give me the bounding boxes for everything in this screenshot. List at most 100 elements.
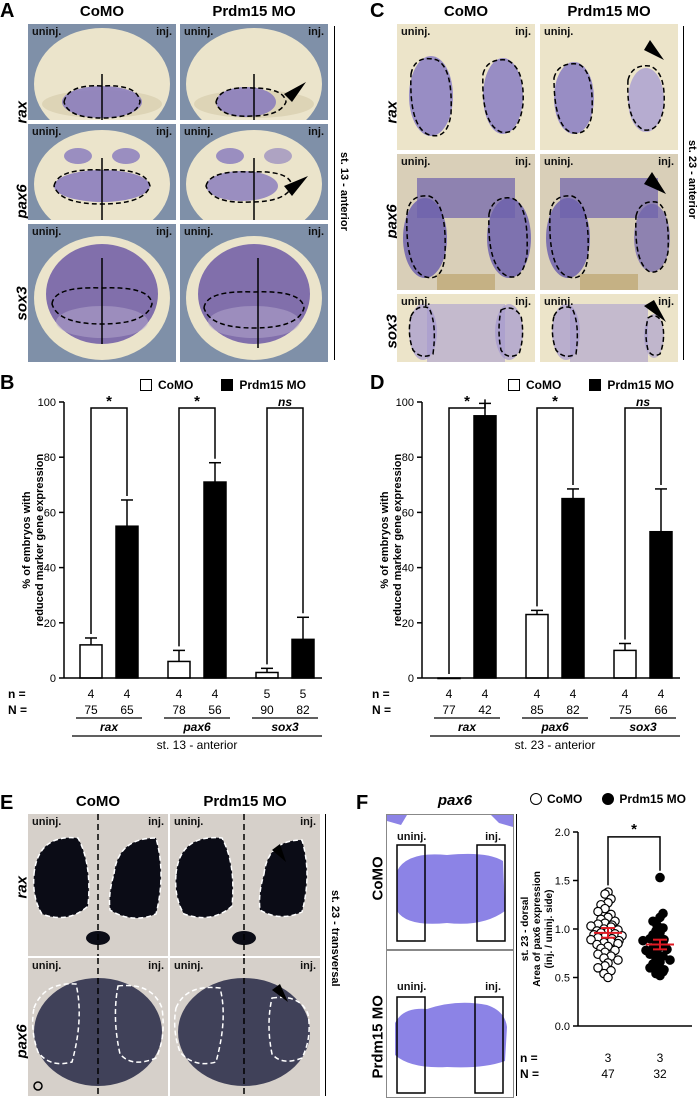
panel-d-legend: CoMO Prdm15 MO xyxy=(508,378,674,392)
n-value: 4 xyxy=(482,687,489,701)
point-como xyxy=(613,955,623,965)
N-value: 90 xyxy=(260,703,274,717)
y-tick-label: 80 xyxy=(402,452,414,464)
point-prdm xyxy=(638,935,648,946)
uninj-label: uninj. xyxy=(544,26,574,38)
y-tick-label: 80 xyxy=(44,452,56,464)
n-value: 4 xyxy=(88,687,95,701)
N-row-label: N = xyxy=(8,703,27,717)
legend-como: CoMO xyxy=(547,792,583,806)
legend-prdm: Prdm15 MO xyxy=(607,378,675,392)
inj-label: inj. xyxy=(485,831,501,843)
y-axis-label: (inj. / uninj. side) xyxy=(544,890,555,969)
y-tick-label: 100 xyxy=(396,397,414,409)
arrowhead-icon xyxy=(284,82,306,102)
side-label: st. 23 - dorsal xyxy=(520,897,531,962)
category-label: rax xyxy=(100,720,119,734)
uninj-label: uninj. xyxy=(397,981,427,993)
panel-letter-f: F xyxy=(356,792,369,814)
panel-a-side-bar xyxy=(334,26,335,360)
y-tick-label: 0 xyxy=(50,673,56,685)
legend-swatch-como xyxy=(530,793,542,805)
embryo-image xyxy=(551,300,666,362)
uninj-label: uninj. xyxy=(401,296,431,308)
panel-c-side-label: st. 23 - anterior xyxy=(686,140,698,219)
inj-label: inj. xyxy=(308,226,324,238)
N-value: 65 xyxy=(120,703,134,717)
group-label: st. 23 - anterior xyxy=(515,738,596,752)
panel-c-tile-prdm-pax6: uninj. inj. xyxy=(540,154,678,290)
arrowhead-icon xyxy=(644,300,666,322)
point-prdm xyxy=(665,955,675,965)
n-value: 5 xyxy=(300,687,307,701)
panel-e-tile-prdm-pax6: uninj. inj. xyxy=(170,958,320,1096)
uninj-label: uninj. xyxy=(32,960,62,972)
panel-a-tile-prdm-sox3: uninj. inj. xyxy=(180,224,328,362)
significance-label: * xyxy=(464,393,470,410)
significance-bracket xyxy=(90,407,128,634)
N-value: 75 xyxy=(618,703,632,717)
N-value: 32 xyxy=(653,1067,667,1081)
bar-prdm15-mo xyxy=(473,415,497,679)
panel-c-tile-prdm-rax: uninj. xyxy=(540,24,678,150)
y-tick-label: 0 xyxy=(408,673,414,685)
chart-f: 0.0 0.5 1.0 1.5 2.0 st. 23 - dorsal Area of pa… xyxy=(520,821,692,1081)
significance-bracket xyxy=(266,407,304,665)
arrowhead-icon xyxy=(284,176,308,196)
category-label: pax6 xyxy=(182,720,211,734)
bar-prdm15-mo xyxy=(291,638,315,679)
panel-a-col-prdm: Prdm15 MO xyxy=(212,3,296,20)
n-row-label: n = xyxy=(372,687,390,701)
y-tick-label: 40 xyxy=(402,563,414,575)
bar-prdm15-mo xyxy=(203,481,227,679)
bar-como xyxy=(79,644,103,679)
y-axis-label: % of embryos with xyxy=(21,491,33,588)
y-tick-label: 60 xyxy=(402,507,414,519)
panel-f-tile-como: uninj. inj. xyxy=(386,814,514,950)
section-image xyxy=(170,958,320,1096)
uninj-label: uninj. xyxy=(174,816,204,828)
panel-e-col-como: CoMO xyxy=(75,793,121,810)
legend-prdm: Prdm15 MO xyxy=(619,792,687,806)
panel-a-tile-como-pax6: uninj. inj. xyxy=(28,124,176,220)
n-value: 3 xyxy=(657,1051,664,1065)
y-tick-label: 40 xyxy=(44,563,56,575)
n-value: 4 xyxy=(570,687,577,701)
significance-bracket xyxy=(536,407,574,607)
bar-prdm15-mo xyxy=(649,530,673,679)
chart-b: 0 20 40 60 80 100 % of embryos with reduced mar… xyxy=(8,393,322,752)
chart-d: 0 20 40 60 80 100 % of embryos with reduced mar… xyxy=(372,393,680,752)
uninj-label: uninj. xyxy=(32,226,62,238)
inj-label: inj. xyxy=(300,960,316,972)
panel-c-side-bar xyxy=(683,26,684,360)
point-prdm xyxy=(655,970,665,981)
bar-como xyxy=(167,660,191,679)
N-row-label: N = xyxy=(372,703,391,717)
inj-label: inj. xyxy=(515,296,531,308)
y-tick-label: 20 xyxy=(402,618,414,630)
uninj-label: uninj. xyxy=(184,226,214,238)
bar-prdm15-mo xyxy=(115,525,139,679)
uninj-label: uninj. xyxy=(184,126,214,138)
inj-label: inj. xyxy=(300,816,316,828)
significance-bracket xyxy=(448,399,486,674)
embryo-image xyxy=(186,236,322,360)
y-axis-label: reduced marker gene expression xyxy=(34,454,46,627)
y-tick-label: 20 xyxy=(44,618,56,630)
embryo-image xyxy=(397,154,535,290)
category-label: rax xyxy=(458,720,477,734)
panel-letter-c: C xyxy=(370,0,385,22)
n-value: 4 xyxy=(658,687,665,701)
legend-swatch-prdm xyxy=(221,379,234,391)
y-axis-label: reduced marker gene expression xyxy=(392,454,404,627)
inj-label: inj. xyxy=(658,296,674,308)
panel-c-tile-como-sox3: uninj. inj. xyxy=(397,294,535,362)
mask-image xyxy=(395,996,507,1094)
inj-label: inj. xyxy=(148,960,164,972)
panel-f-row-como: CoMO xyxy=(369,856,387,901)
inj-label: inj. xyxy=(515,156,531,168)
panel-e-col-prdm: Prdm15 MO xyxy=(203,793,287,810)
section-image xyxy=(28,958,168,1096)
significance-label: ns xyxy=(636,395,650,409)
panel-e-tile-como-rax: uninj. inj. xyxy=(28,814,168,956)
